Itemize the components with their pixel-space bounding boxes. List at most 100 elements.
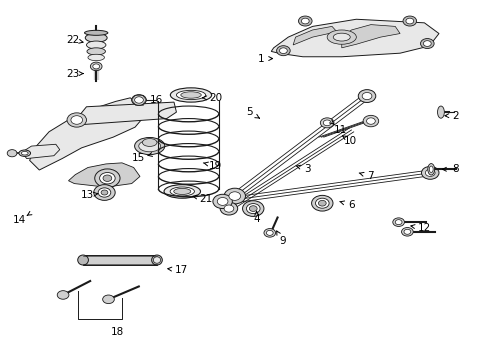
Polygon shape [30,98,144,170]
Circle shape [392,218,404,226]
Circle shape [102,295,114,303]
Circle shape [320,118,333,128]
Circle shape [101,190,108,195]
Circle shape [67,113,86,127]
Ellipse shape [153,257,160,263]
Circle shape [425,169,434,176]
Circle shape [311,195,332,211]
Ellipse shape [170,187,194,196]
Circle shape [420,39,433,49]
Text: 23: 23 [66,68,80,78]
Circle shape [220,202,237,215]
Polygon shape [22,144,60,158]
Circle shape [405,18,413,24]
Circle shape [95,169,120,188]
Circle shape [212,194,232,208]
Ellipse shape [139,140,160,152]
Circle shape [224,205,233,212]
Circle shape [100,172,115,184]
Text: 1: 1 [258,54,264,64]
Circle shape [57,291,69,299]
Circle shape [366,118,374,124]
Ellipse shape [173,188,190,194]
Text: 16: 16 [149,95,163,105]
Polygon shape [271,19,438,57]
Circle shape [298,16,311,26]
Text: 6: 6 [347,200,354,210]
Circle shape [301,18,308,24]
Polygon shape [68,163,140,187]
Circle shape [358,90,375,103]
Ellipse shape [21,152,28,155]
Text: 19: 19 [208,161,222,171]
Text: 21: 21 [199,194,212,203]
Ellipse shape [170,88,211,102]
Ellipse shape [437,106,444,118]
Polygon shape [341,24,399,48]
Polygon shape [292,26,336,45]
Ellipse shape [176,90,205,100]
Circle shape [318,201,325,206]
Circle shape [362,93,371,100]
Text: 4: 4 [253,214,260,224]
Ellipse shape [84,30,108,35]
Text: 22: 22 [66,35,80,45]
Text: 3: 3 [304,164,310,174]
Ellipse shape [181,92,201,98]
Text: 17: 17 [174,265,187,275]
Circle shape [266,230,273,235]
Text: 7: 7 [367,171,373,181]
Ellipse shape [88,54,104,61]
Circle shape [131,95,146,105]
Ellipse shape [134,138,164,155]
Circle shape [7,150,17,157]
Ellipse shape [427,163,434,175]
Text: 2: 2 [452,111,458,121]
Circle shape [224,188,245,204]
Ellipse shape [163,185,200,198]
Text: 12: 12 [417,223,430,233]
Circle shape [246,203,260,213]
Circle shape [242,201,264,216]
Text: 13: 13 [81,190,94,200]
Text: 8: 8 [452,164,458,174]
Text: 14: 14 [13,215,26,225]
Circle shape [134,97,143,103]
Circle shape [94,185,115,201]
Ellipse shape [87,48,105,55]
Ellipse shape [326,30,356,44]
Circle shape [90,62,102,71]
Circle shape [423,41,430,46]
Circle shape [93,64,100,69]
Circle shape [71,116,82,124]
Text: 18: 18 [110,327,123,337]
Circle shape [401,228,412,236]
Text: 5: 5 [245,107,252,117]
Circle shape [323,120,330,126]
Ellipse shape [78,255,88,265]
Circle shape [279,48,287,54]
Ellipse shape [428,166,432,172]
Ellipse shape [332,33,349,41]
Circle shape [421,166,438,179]
Ellipse shape [19,150,30,157]
Circle shape [228,192,240,201]
Circle shape [403,229,410,234]
Polygon shape [79,102,176,125]
Circle shape [315,198,328,208]
Polygon shape [83,255,157,265]
Text: 20: 20 [208,93,222,103]
Ellipse shape [151,255,162,265]
Ellipse shape [86,41,106,49]
Text: 9: 9 [279,236,285,246]
Circle shape [98,188,111,197]
Circle shape [276,46,289,56]
Circle shape [394,220,401,225]
Text: 15: 15 [132,153,145,163]
Ellipse shape [142,139,157,147]
Text: 11: 11 [333,125,346,135]
Ellipse shape [85,33,107,42]
Circle shape [363,115,378,127]
Text: 10: 10 [343,136,356,146]
Circle shape [264,229,275,237]
